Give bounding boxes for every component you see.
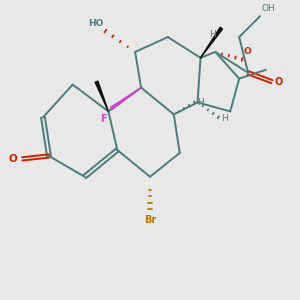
Text: OH: OH xyxy=(262,4,275,13)
Polygon shape xyxy=(95,81,108,111)
Text: Br: Br xyxy=(144,215,156,225)
Text: O: O xyxy=(8,154,17,164)
Polygon shape xyxy=(111,88,141,110)
Text: O: O xyxy=(244,47,251,56)
Text: H: H xyxy=(198,98,204,107)
Text: O: O xyxy=(275,76,283,87)
Text: H: H xyxy=(209,29,216,38)
Polygon shape xyxy=(200,27,223,58)
Text: H: H xyxy=(221,114,228,123)
Text: HO: HO xyxy=(88,19,104,28)
Text: F: F xyxy=(100,114,107,124)
